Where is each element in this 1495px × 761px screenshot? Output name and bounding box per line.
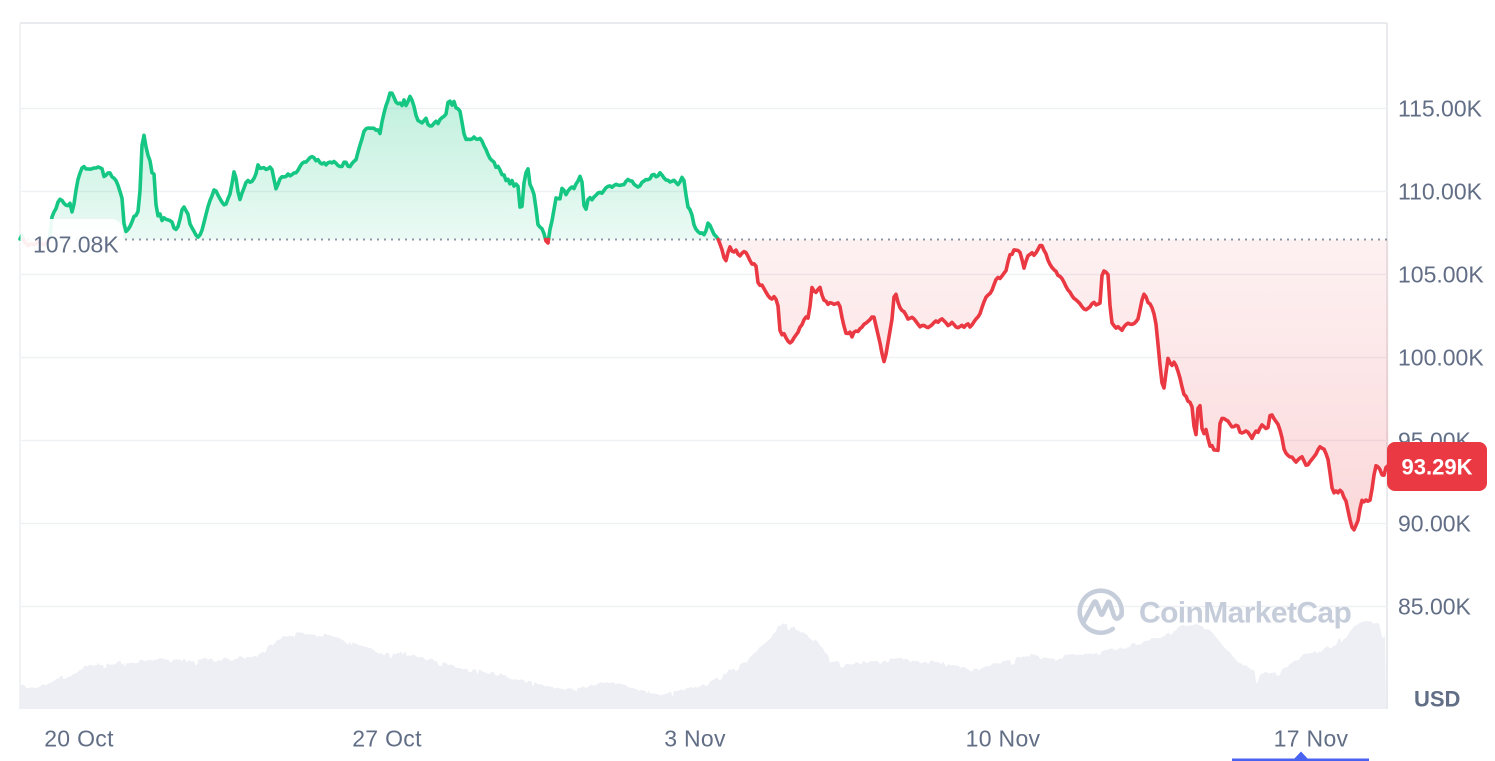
svg-text:105.00K: 105.00K (1398, 262, 1484, 288)
svg-text:17 Nov: 17 Nov (1274, 726, 1349, 752)
svg-text:85.00K: 85.00K (1398, 594, 1472, 620)
svg-text:20 Oct: 20 Oct (44, 726, 114, 752)
svg-text:90.00K: 90.00K (1398, 511, 1472, 537)
svg-text:115.00K: 115.00K (1398, 96, 1483, 122)
svg-text:107.08K: 107.08K (33, 232, 119, 258)
svg-text:100.00K: 100.00K (1398, 345, 1484, 371)
svg-text:27 Oct: 27 Oct (352, 726, 422, 752)
svg-text:USD: USD (1414, 687, 1460, 712)
svg-text:CoinMarketCap: CoinMarketCap (1139, 597, 1352, 630)
svg-text:93.29K: 93.29K (1402, 455, 1473, 480)
svg-text:3 Nov: 3 Nov (664, 726, 726, 752)
svg-text:10 Nov: 10 Nov (966, 726, 1041, 752)
svg-text:110.00K: 110.00K (1398, 179, 1483, 205)
